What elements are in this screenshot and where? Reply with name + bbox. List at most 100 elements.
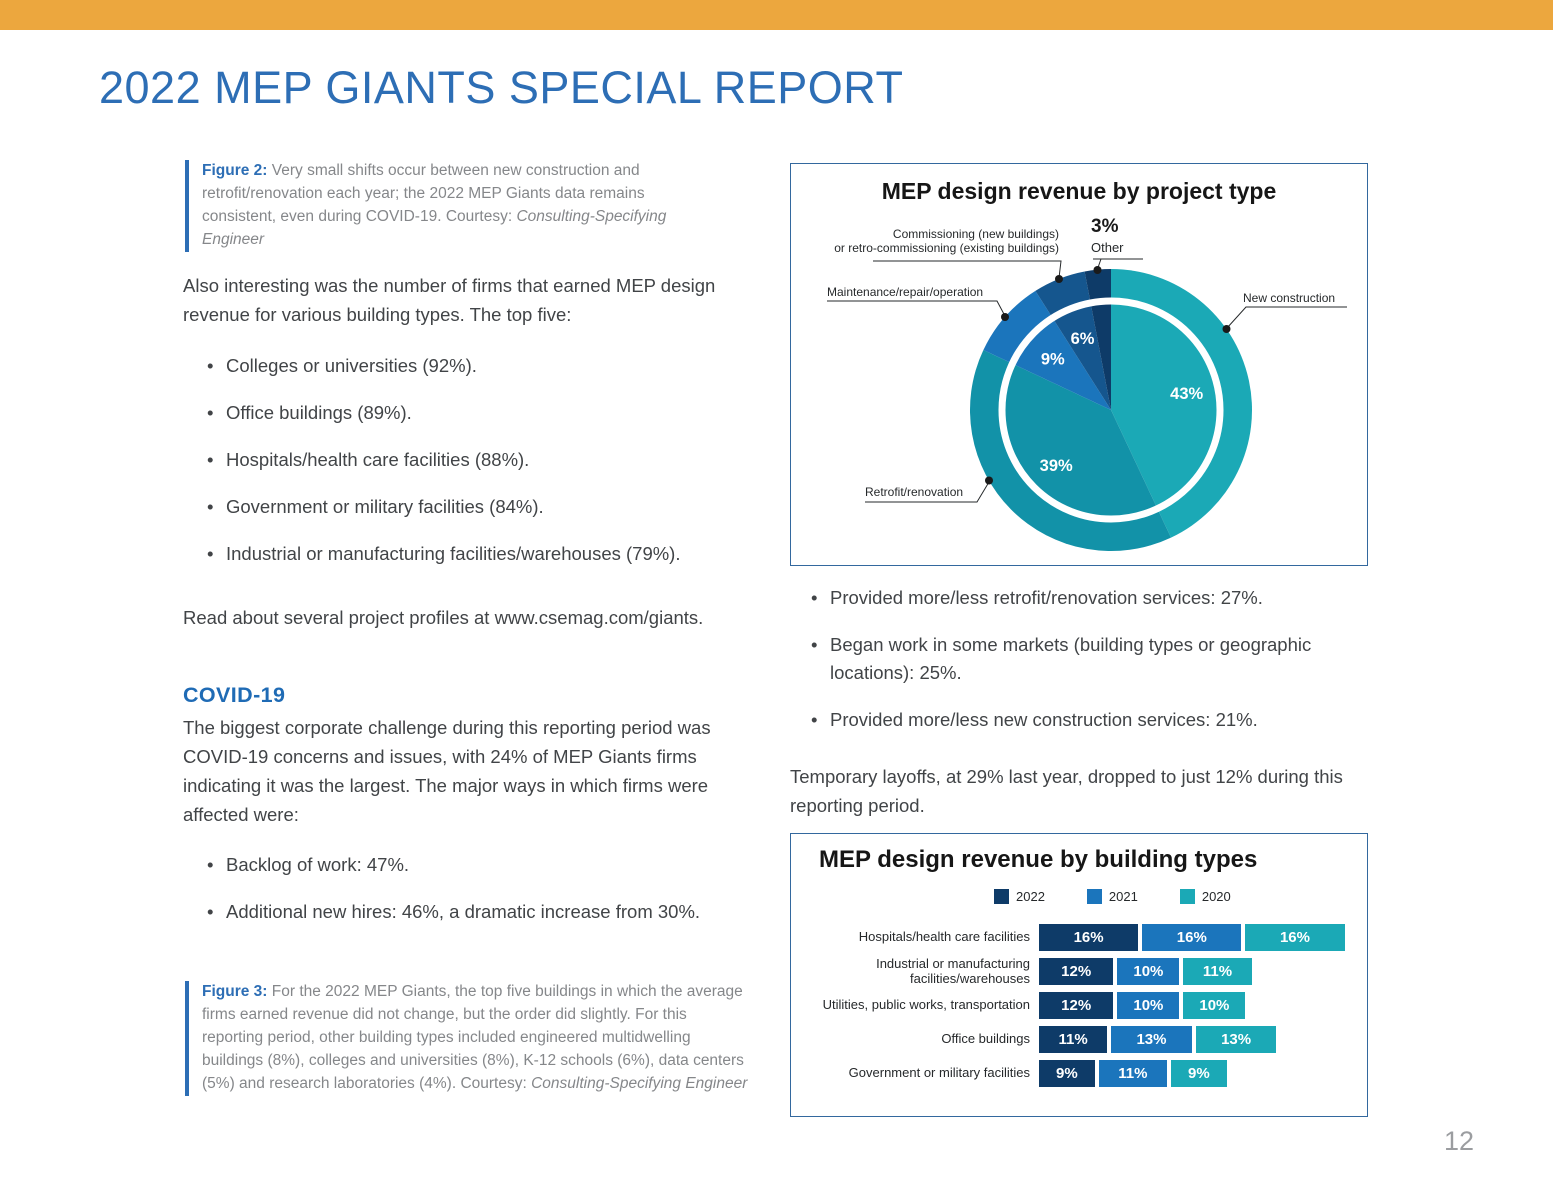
- pie-percent-label: 39%: [1040, 457, 1073, 475]
- bar-track: 9% 11% 9%: [1039, 1060, 1227, 1087]
- list-item: Backlog of work: 47%.: [207, 851, 765, 879]
- bar-segment-2022: 11%: [1039, 1026, 1108, 1053]
- figure3-caption: Figure 3: For the 2022 MEP Giants, the t…: [185, 981, 750, 1096]
- legend-label: 2022: [1016, 889, 1045, 904]
- bar-segment-2020: 13%: [1195, 1026, 1277, 1053]
- bar-category-label: Industrial or manufacturing facilities/w…: [876, 955, 1030, 986]
- top-accent-bar: [0, 0, 1553, 30]
- legend-label: 2020: [1201, 889, 1231, 904]
- callout-retrofit: Retrofit/renovation: [865, 485, 964, 499]
- figure2-label: Figure 2:: [202, 162, 268, 179]
- bar-row: Office buildings 11% 13% 13%: [791, 1026, 1369, 1053]
- bar-track: 12% 10% 11%: [1039, 958, 1252, 985]
- pie-leader-line: [1226, 306, 1347, 329]
- pie-slice-maintenance-repair-opera: [983, 290, 1111, 410]
- read-more-paragraph: Read about several project profiles at w…: [183, 607, 704, 628]
- legend-swatch: [1179, 889, 1195, 904]
- pie-chart: 43% 39% 9% 6%: [827, 258, 1347, 552]
- pie-leader-line: [865, 481, 990, 503]
- bar-segment-2021: 11%: [1098, 1060, 1167, 1087]
- pie-leader-dot: [1093, 266, 1102, 274]
- bar-segment-2021: 13%: [1111, 1026, 1192, 1053]
- legend-swatch: [1086, 889, 1102, 904]
- list-item: Began work in some markets (building typ…: [811, 631, 1371, 687]
- top-five-list: Colleges or universities (92%). Office b…: [207, 352, 765, 588]
- list-item: Industrial or manufacturing facilities/w…: [207, 540, 765, 568]
- list-item: Government or military facilities (84%).: [207, 493, 765, 521]
- pie-leader-dot: [1222, 325, 1231, 333]
- list-item: Provided more/less retrofit/renovation s…: [811, 584, 1371, 612]
- legend-swatch: [994, 889, 1009, 904]
- bar-category-label: Government or military facilities: [848, 1065, 1030, 1081]
- covid-heading: COVID-19: [183, 683, 286, 707]
- bar-track: 12% 10% 10%: [1039, 992, 1246, 1019]
- figure3-label: Figure 3:: [202, 983, 268, 1000]
- page-number: 12: [1444, 1126, 1475, 1156]
- list-item: Provided more/less new construction serv…: [811, 706, 1371, 734]
- list-item: Colleges or universities (92%).: [207, 352, 765, 380]
- bar-category-label: Hospitals/health care facilities: [858, 929, 1030, 945]
- bar-segment-2020: 11%: [1183, 958, 1252, 985]
- list-item: Office buildings (89%).: [207, 399, 765, 427]
- pie-percent-label: 6%: [1071, 330, 1095, 348]
- covid-effects-list: Provided more/less retrofit/renovation s…: [811, 584, 1371, 753]
- callout-new-construction: New construction: [1243, 291, 1336, 305]
- figure2-courtesy: Consulting-Specifying Engineer: [202, 207, 667, 248]
- list-item: Additional new hires: 46%, a dramatic in…: [207, 898, 765, 926]
- bar-segment-2021: 10%: [1117, 992, 1180, 1019]
- pie-leader-line: [873, 260, 1062, 279]
- bar-chart-legend: 2022 2021 2020: [994, 889, 1231, 904]
- pie-percent-label: 43%: [1170, 385, 1203, 403]
- bar-segment-2021: 10%: [1117, 958, 1180, 985]
- bar-segment-2020: 9%: [1170, 1060, 1227, 1087]
- bar-chart-rows: Hospitals/health care facilities 16% 16% 16…: [791, 924, 1369, 1094]
- pie-leader-line: [827, 300, 1006, 317]
- bar-segment-2022: 9%: [1039, 1060, 1095, 1087]
- pie-leader-dot: [1001, 313, 1009, 321]
- pie-slice-retrofit-renovation: [969, 350, 1171, 552]
- pie-inner-ring: [998, 297, 1224, 523]
- callout-commissioning: Commissioning (new buildings) or retro-c…: [834, 227, 1059, 256]
- intro-paragraph: Also interesting was the number of firms…: [183, 275, 716, 325]
- page-title: 2022 MEP GIANTS SPECIAL REPORT: [99, 62, 904, 113]
- figure2-text: Very small shifts occur between new cons…: [202, 162, 645, 225]
- legend-item: 2020: [1179, 889, 1231, 904]
- pie-chart-title: MEP design revenue by project type: [881, 178, 1277, 204]
- figure2-caption: Figure 2: Very small shifts occur betwee…: [185, 160, 702, 252]
- bar-segment-2022: 16%: [1039, 924, 1139, 951]
- layoffs-paragraph: Temporary layoffs, at 29% last year, dro…: [790, 766, 1343, 816]
- pie-leader-dot: [985, 476, 993, 485]
- callout-maintenance: Maintenance/repair/operation: [827, 285, 984, 299]
- bar-category-label: Office buildings: [941, 1031, 1030, 1047]
- legend-item: 2021: [1086, 889, 1138, 904]
- pie-slice-new-construction: [1111, 269, 1253, 538]
- bar-row: Industrial or manufacturing facilities/w…: [791, 955, 1369, 986]
- bar-segment-2021: 16%: [1142, 924, 1242, 951]
- pie-percent-label: 9%: [1041, 351, 1065, 369]
- pie-slice-commissioning-new-buildi: [1035, 271, 1111, 410]
- list-item: Hospitals/health care facilities (88%).: [207, 446, 765, 474]
- callout-other: 3% Other: [1091, 216, 1124, 255]
- callout-other-label: Other: [1091, 239, 1124, 255]
- legend-item: 2022: [994, 889, 1045, 904]
- pie-chart-panel: 43% 39% 9% 6% MEP design revenue by project…: [790, 163, 1368, 566]
- bar-row: Utilities, public works, transportation 1…: [791, 992, 1369, 1019]
- bar-segment-2020: 16%: [1245, 924, 1345, 951]
- bar-row: Government or military facilities 9% 11% 9%: [791, 1060, 1369, 1087]
- bar-segment-2022: 12%: [1039, 992, 1114, 1019]
- covid-paragraph: The biggest corporate challenge during t…: [183, 717, 711, 825]
- bar-row: Hospitals/health care facilities 16% 16% 16…: [791, 924, 1369, 951]
- bar-chart-panel: MEP design revenue by building types 202…: [790, 833, 1368, 1117]
- bar-segment-2020: 10%: [1183, 992, 1246, 1019]
- bar-chart-title: MEP design revenue by building types: [819, 846, 1258, 873]
- pie-leader-dot: [1055, 275, 1063, 283]
- bar-track: 16% 16% 16%: [1039, 924, 1345, 951]
- bar-track: 11% 13% 13%: [1039, 1026, 1277, 1053]
- figure3-text: For the 2022 MEP Giants, the top five bu…: [202, 983, 744, 1092]
- bar-category-label: Utilities, public works, transportation: [822, 997, 1030, 1013]
- callout-other-percent: 3%: [1091, 216, 1119, 237]
- figure3-courtesy: Consulting-Specifying Engineer: [531, 1074, 748, 1092]
- legend-label: 2021: [1108, 889, 1138, 904]
- covid-list: Backlog of work: 47%. Additional new hir…: [207, 851, 765, 945]
